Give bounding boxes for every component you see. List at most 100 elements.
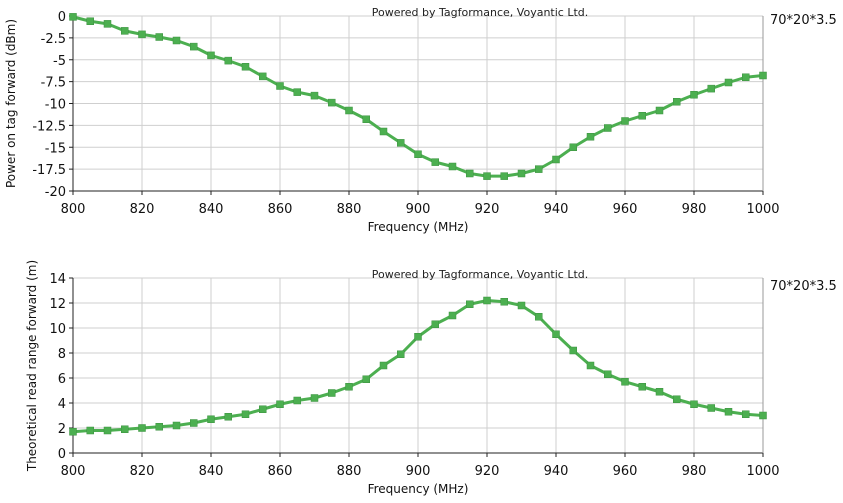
chart-credit: Powered by Tagformance, Voyantic Ltd.: [372, 6, 589, 19]
data-point: [276, 82, 284, 90]
legend-label: 70*20*3.5: [770, 279, 837, 294]
x-tick-label: 800: [61, 464, 86, 479]
data-point: [759, 411, 767, 420]
data-point: [155, 33, 163, 41]
data-point: [138, 30, 146, 39]
data-point: [638, 112, 646, 120]
data-point: [638, 383, 646, 391]
x-tick-label: 940: [544, 464, 569, 479]
y-tick-label: -5: [53, 54, 66, 69]
data-point: [190, 42, 198, 51]
chart-credit: Powered by Tagformance, Voyantic Ltd.: [372, 268, 589, 281]
data-point: [414, 333, 422, 341]
x-axis-title: Frequency (MHz): [368, 482, 469, 496]
data-point: [397, 139, 405, 147]
data-point: [655, 388, 664, 396]
data-point: [241, 410, 250, 418]
y-tick-label: 4: [58, 397, 66, 412]
x-tick-label: 860: [268, 464, 293, 479]
y-tick-label: 8: [58, 347, 66, 362]
y-tick-label: 0: [58, 447, 66, 462]
x-tick-label: 860: [268, 202, 293, 217]
data-point: [586, 133, 595, 141]
x-tick-label: 880: [337, 202, 362, 217]
y-tick-label: -7.5: [41, 76, 66, 91]
data-point: [448, 162, 457, 171]
x-tick-label: 960: [613, 202, 638, 217]
data-point: [517, 301, 526, 310]
x-tick-label: 820: [130, 464, 155, 479]
data-point: [224, 413, 232, 421]
y-tick-label: -2.5: [41, 32, 66, 47]
data-point: [379, 127, 388, 136]
x-tick-label: 900: [406, 202, 431, 217]
data-point: [310, 394, 319, 402]
data-point: [190, 419, 198, 427]
data-point: [569, 346, 577, 355]
data-point: [86, 426, 94, 435]
data-point: [535, 313, 543, 321]
x-tick-label: 960: [613, 464, 638, 479]
data-point: [69, 13, 77, 21]
data-point: [604, 124, 612, 132]
data-point: [414, 150, 422, 158]
data-point: [655, 106, 664, 115]
data-point: [604, 370, 612, 378]
read-range-chart: 800 820 840 860 880 900 920 940 960 980 1000 0 2 4 6 8 1…: [25, 260, 837, 496]
data-point: [724, 408, 733, 416]
x-tick-label: 980: [682, 464, 707, 479]
legend-label: 70*20*3.5: [770, 13, 837, 28]
y-axis-title: Theoretical read range forward (m): [25, 260, 39, 472]
data-point: [742, 73, 750, 81]
data-point: [483, 296, 491, 305]
data-point: [707, 404, 715, 412]
data-point: [621, 378, 629, 386]
data-point: [207, 415, 215, 423]
y-tick-label: 6: [58, 372, 66, 387]
data-point: [155, 423, 163, 431]
data-point: [362, 115, 370, 123]
y-axis-title: Power on tag forward (dBm): [4, 19, 18, 188]
y-tick-label: -10: [45, 98, 66, 113]
x-tick-label: 880: [337, 464, 362, 479]
data-point: [121, 27, 129, 35]
data-point: [138, 424, 146, 432]
x-tick-label: 840: [199, 464, 224, 479]
data-point: [466, 300, 474, 308]
x-tick-label: 820: [130, 202, 155, 217]
data-point: [224, 56, 232, 65]
x-tick-label: 980: [682, 202, 707, 217]
data-point: [276, 400, 284, 408]
x-tick-label: 920: [475, 464, 500, 479]
x-axis-title: Frequency (MHz): [368, 220, 469, 234]
data-point: [397, 350, 405, 358]
y-tick-label: -17.5: [32, 163, 66, 178]
y-tick-label: -20: [45, 185, 66, 200]
data-point: [345, 383, 353, 391]
data-point: [172, 36, 181, 45]
data-point: [328, 98, 336, 107]
data-point: [466, 169, 474, 178]
data-point: [483, 172, 491, 180]
x-tick-label: 900: [406, 464, 431, 479]
data-point: [690, 91, 698, 99]
y-tick-label: 2: [58, 422, 66, 437]
data-point: [431, 320, 439, 328]
data-point: [103, 426, 112, 435]
data-point: [690, 400, 698, 408]
data-point: [569, 143, 577, 151]
data-point: [517, 169, 526, 178]
data-point: [673, 395, 681, 403]
data-point: [552, 330, 560, 338]
data-point: [759, 71, 767, 80]
data-point: [621, 117, 629, 125]
data-point: [241, 63, 250, 71]
x-tick-label: 1000: [746, 464, 779, 479]
data-point: [310, 91, 319, 100]
y-tick-label: -15: [45, 141, 66, 156]
data-point: [586, 361, 595, 370]
data-point: [293, 88, 301, 96]
y-tick-label: 10: [49, 322, 66, 337]
data-point: [259, 72, 267, 81]
